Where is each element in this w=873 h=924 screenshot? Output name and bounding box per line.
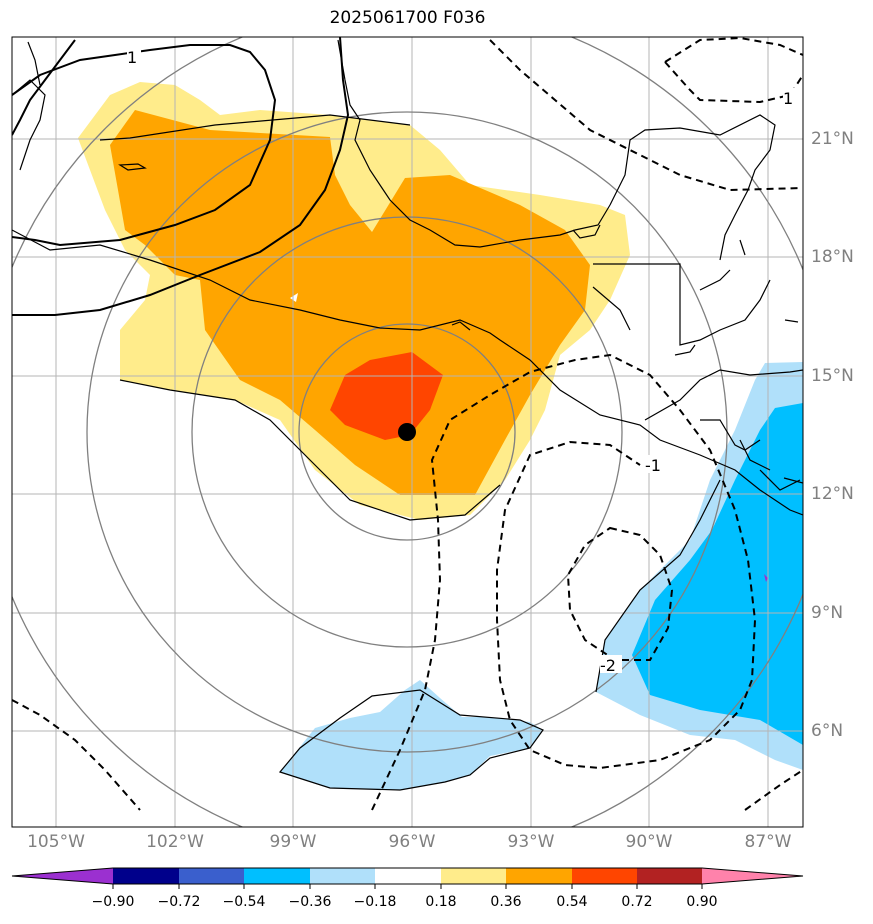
lon-label: 99°W [269,832,317,852]
lon-label: 90°W [625,832,673,852]
lon-label: 87°W [744,832,792,852]
map-title: 2025061700 F036 [329,8,486,28]
colorbar [11,867,804,889]
colorbar-segment-1 [113,868,179,884]
shading-positive-mid [110,110,590,495]
contours-positive [12,37,350,316]
shading-white-patch [290,293,298,302]
lat-label: 21°N [811,129,854,149]
map-frame [11,36,804,828]
colorbar-tick-label: −0.54 [222,894,266,910]
lon-label: 93°W [507,832,555,852]
colorbar-segment-8 [572,868,637,884]
colorbar-segment-5 [375,868,441,884]
colorbar-tick-label: 0.90 [686,894,718,910]
colorbar-extend-high [702,868,803,884]
contour-label-1-north: 1 [127,48,137,67]
colorbar-segment-6 [441,868,506,884]
storm-center-marker [398,423,416,441]
coastlines [12,39,803,791]
contour-labels: 1 1 -1 -2 [127,47,796,675]
contour-label-neg2: -2 [600,656,616,675]
contour-label-neg1: -1 [645,456,661,475]
colorbar-tick-label: 0.36 [490,894,522,910]
lat-label: 12°N [811,484,854,504]
colorbar-tick-label: −0.18 [353,894,397,910]
lat-label: 18°N [811,247,854,267]
colorbar-tick-label: −0.90 [91,894,135,910]
lon-label: 105°W [27,832,85,852]
graticule [12,37,803,827]
lon-label: 102°W [146,832,204,852]
shading-negative-mid-east [632,403,803,745]
shading-positive-high [330,352,443,440]
colorbar-tick-label: −0.36 [288,894,332,910]
colorbar-segment-4 [310,868,375,884]
lat-label: 9°N [811,603,844,623]
lat-label: 6°N [811,721,844,741]
colorbar-extend-low [12,868,113,884]
colorbar-segment-2 [179,868,244,884]
colorbar-tick-label: 0.54 [556,894,588,910]
colorbar-segment-9 [637,868,702,884]
colorbar-segment-3 [244,868,310,884]
colorbar-tick-label: 0.18 [425,894,457,910]
shading-purple-dot [764,574,768,582]
colorbar-tick-label: 0.72 [621,894,653,910]
contour-label-1-northeast: 1 [783,89,793,108]
colorbar-segment-7 [506,868,572,884]
colorbar-tick-label: −0.72 [157,894,201,910]
lon-label: 96°W [388,832,436,852]
lat-label: 15°N [811,366,854,386]
